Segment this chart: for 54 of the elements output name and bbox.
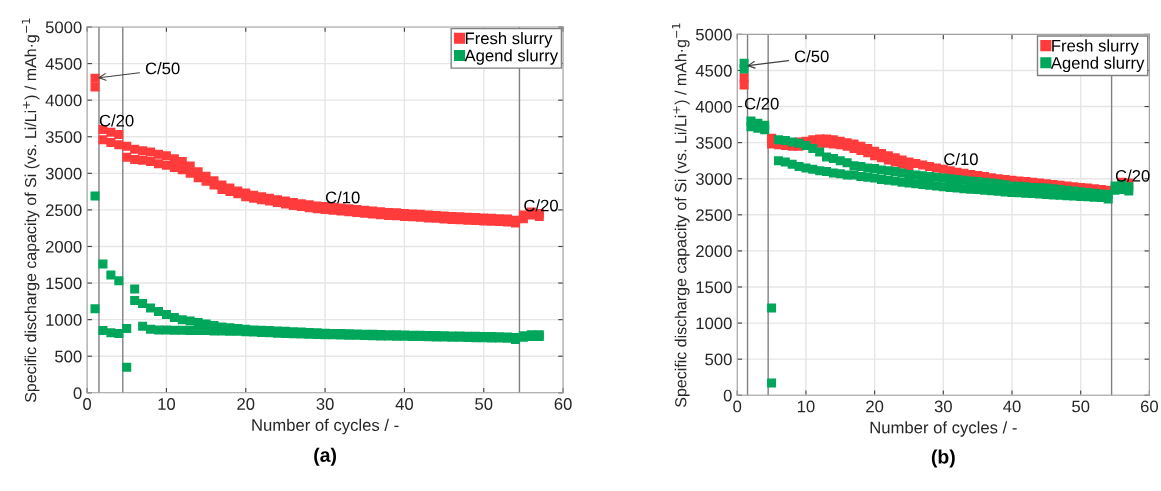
annotation: C/20 — [744, 97, 779, 110]
y-tick-label: 2500 — [696, 209, 732, 222]
legend-label: Agend slurry — [464, 49, 559, 65]
y-tick-label: 3500 — [45, 131, 82, 143]
x-axis-title: Number of cycles / - — [870, 421, 1017, 437]
annotation: C/10 — [325, 191, 360, 204]
x-axis-title: Number of cycles / - — [252, 418, 399, 435]
x-tick-label: 20 — [866, 400, 884, 413]
y-tick-label: 5000 — [695, 28, 732, 41]
y-tick-label: 2000 — [696, 245, 732, 258]
y-tick-label: 3500 — [695, 137, 732, 149]
y-tick-label: 0 — [723, 389, 732, 402]
annotation: C/50 — [145, 62, 180, 75]
y-tick-label: 4000 — [695, 100, 732, 113]
x-tick-label: 20 — [237, 398, 255, 410]
y-tick-label: 5000 — [45, 21, 82, 34]
y-axis-title: Specific discharge capacity of Si (vs. Li/Li$^{+}$) / mAh·g$^{−1}$ — [21, 18, 40, 403]
y-tick-label: 2000 — [45, 240, 82, 253]
y-tick-label: 0 — [73, 387, 82, 399]
x-tick-label: 50 — [1072, 400, 1090, 413]
x-tick-label: 0 — [83, 398, 92, 410]
y-tick-label: 3000 — [45, 167, 82, 180]
annotation: C/50 — [794, 50, 829, 63]
x-tick-label: 60 — [1140, 400, 1159, 413]
x-tick-label: 60 — [554, 398, 572, 410]
y-tick-label: 4500 — [695, 64, 732, 77]
x-tick-label: 10 — [158, 398, 176, 410]
text: (a) — [314, 447, 336, 466]
text: (b) — [931, 449, 955, 468]
y-tick-label: 1500 — [696, 281, 732, 294]
annotation: C/20 — [1115, 169, 1150, 182]
y-tick-label: 500 — [55, 350, 82, 363]
annotation: C/20 — [99, 114, 134, 127]
annotation: C/20 — [524, 199, 558, 212]
y-tick-label: 1500 — [46, 277, 82, 290]
x-tick-label: 40 — [1003, 400, 1021, 413]
x-tick-label: 10 — [797, 400, 815, 413]
x-tick-label: 30 — [934, 400, 952, 413]
annotation: C/10 — [944, 152, 978, 166]
y-tick-label: 1000 — [696, 317, 732, 330]
y-tick-label: 500 — [705, 353, 732, 366]
y-tick-label: 4500 — [45, 57, 82, 70]
y-tick-label: 4000 — [45, 94, 82, 107]
y-axis-title: Specific discharge capacity of Si (vs. Li/Li$^{+}$) / mAh·g$^{−1}$ — [672, 23, 690, 407]
legend-label: Agend slurry — [1050, 56, 1145, 73]
y-tick-label: 3000 — [695, 173, 732, 185]
x-tick-label: 0 — [733, 400, 742, 413]
y-tick-label: 1000 — [46, 314, 82, 326]
legend-label: Fresh slurry — [1052, 39, 1139, 55]
x-tick-label: 30 — [316, 398, 334, 410]
y-tick-label: 2500 — [45, 204, 82, 217]
x-tick-label: 50 — [475, 398, 493, 410]
x-tick-label: 40 — [395, 398, 414, 410]
legend-label: Fresh slurry — [465, 32, 553, 48]
